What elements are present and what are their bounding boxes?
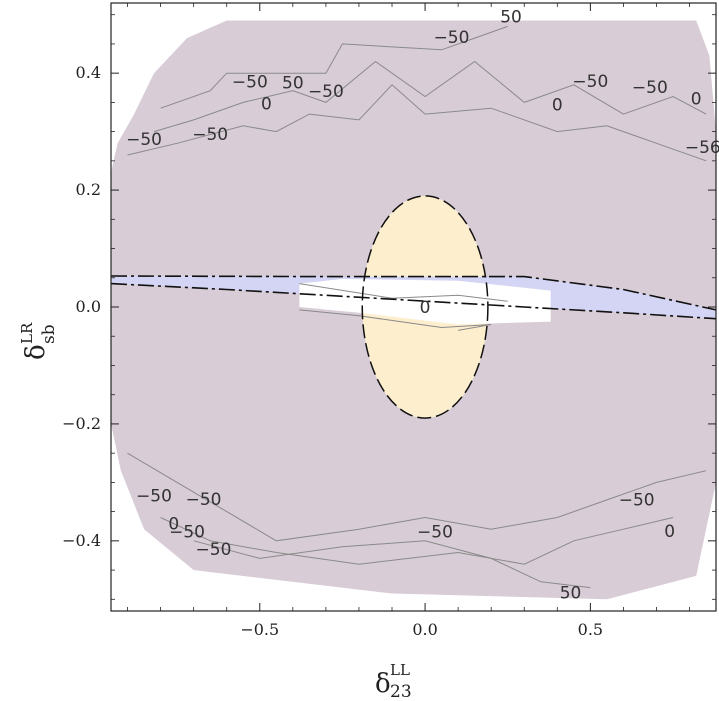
contour-label-19: −50 (417, 523, 453, 543)
contour-label-13: 0 (420, 298, 431, 318)
circle-boundary (361, 195, 489, 419)
contour-label-17: −50 (169, 523, 205, 543)
contour-label-18: −50 (196, 540, 232, 560)
contour-label-3: 50 (282, 74, 304, 94)
contour-labels-layer: 50−50−50 50 −500−50 −500 0−50 −50−560−50 −500−… (126, 8, 719, 604)
contour-line-1 (153, 60, 707, 133)
contour-label-15: −50 (186, 490, 222, 510)
contour-label-12: −56 (685, 138, 719, 158)
y-tick-label-1: −0.2 (62, 414, 101, 433)
x-axis-title: δ LL 23 (375, 661, 412, 701)
y-tick-label-3: 0.2 (76, 180, 101, 199)
contour-label-8: 0 (552, 95, 563, 115)
y-axis-title-main: δ (21, 344, 51, 360)
contour-line-0 (160, 25, 508, 109)
band-boundary-0 (110, 275, 717, 311)
contour-label-11: −50 (192, 125, 228, 145)
contour-label-9: 0 (691, 89, 702, 109)
contour-label-16: 0 (168, 514, 179, 534)
contour-line-4 (193, 540, 591, 589)
regions-layer (111, 20, 716, 600)
contour-label-4: −50 (308, 82, 344, 102)
x-tick-label-1: 0.0 (412, 620, 437, 639)
y-axis-title-sup: LR (18, 322, 36, 344)
x-axis-title-sub: 23 (390, 682, 412, 701)
x-axis-title-sup: LL (390, 661, 410, 679)
contour-label-1: −50 (434, 28, 470, 48)
contour-label-7: −50 (632, 78, 668, 98)
contour-label-20: −50 (619, 491, 655, 511)
contour-label-14: −50 (136, 486, 172, 506)
y-axis-title-sub: sb (39, 324, 59, 344)
contour-label-10: −50 (126, 130, 162, 150)
axis-ticks: −0.5 0.0 0.5 −0.4 −0.2 0.0 0.2 0.4 (62, 3, 716, 639)
contour-line-5 (160, 517, 674, 565)
contour-label-5: 0 (261, 95, 272, 115)
contour-line-6 (299, 283, 508, 302)
contour-line-7 (299, 309, 492, 331)
y-tick-label-0: −0.4 (62, 531, 101, 550)
contour-line-3 (127, 452, 707, 542)
band-boundary-1 (110, 282, 717, 320)
y-tick-label-2: 0.0 (76, 297, 101, 316)
contour-label-6: −50 (572, 72, 608, 92)
contour-label-2: −50 (232, 73, 268, 93)
contour-label-21: 0 (664, 522, 675, 542)
contour-lines-layer (110, 25, 717, 589)
x-axis-title-main: δ (375, 669, 391, 699)
x-tick-label-2: 0.5 (578, 620, 603, 639)
x-tick-label-0: −0.5 (240, 620, 279, 639)
contour-label-22: 50 (560, 583, 582, 603)
contour-line-2 (127, 84, 707, 162)
y-axis-title: δ LR sb (18, 322, 59, 360)
contour-label-0: 50 (500, 8, 522, 28)
y-tick-label-4: 0.4 (76, 63, 101, 82)
